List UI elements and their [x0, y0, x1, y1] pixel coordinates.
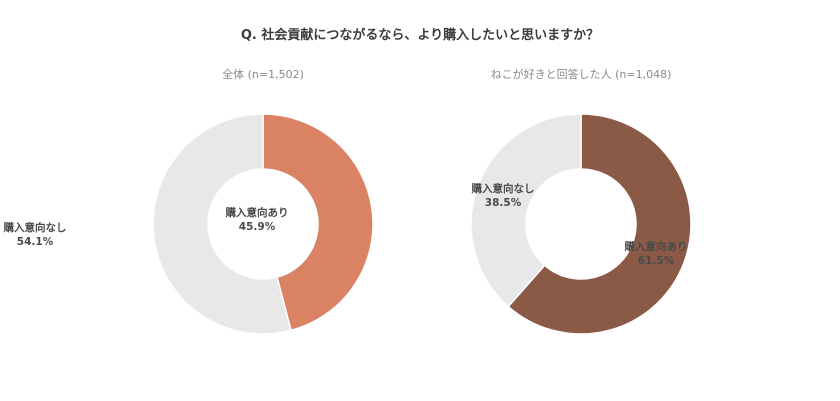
slice-no: [470, 113, 582, 308]
slice-label-yes: 購入意向あり 61.5%: [625, 240, 688, 268]
donut-svg: [470, 113, 692, 335]
slice-label-no: 購入意向なし 54.1%: [4, 221, 67, 249]
slice-yes-name: 購入意向あり: [225, 207, 289, 219]
slice-yes: [262, 113, 374, 332]
slice-yes-value: 61.5%: [637, 255, 675, 267]
slice-no-value: 54.1%: [16, 236, 54, 248]
slice-yes-value: 45.9%: [238, 221, 276, 233]
slice-no-name: 購入意向なし: [3, 222, 67, 234]
donut-chart-overall: 購入意向あり 45.9% 購入意向なし 54.1%: [4, 110, 378, 340]
chart-2-subtitle: ねこが好きと回答した人 (n=1,048): [490, 68, 672, 81]
slice-label-yes: 購入意向あり 45.9%: [226, 206, 289, 234]
slice-yes-name: 購入意向あり: [624, 241, 688, 253]
slice-no-value: 38.5%: [484, 197, 522, 209]
chart-title: Q. 社会貢献につながるなら、より購入したいと思いますか？: [240, 28, 600, 43]
slice-no: [152, 113, 292, 335]
slice-label-no: 購入意向なし 38.5%: [472, 182, 535, 210]
chart-1-subtitle: 全体 (n=1,502): [222, 68, 304, 81]
donut-svg: [152, 113, 374, 335]
slice-no-name: 購入意向なし: [471, 183, 535, 195]
slice-yes: [507, 113, 692, 335]
donut-chart-cat-lovers: 購入意向あり 61.5% 購入意向なし 38.5%: [466, 110, 696, 340]
